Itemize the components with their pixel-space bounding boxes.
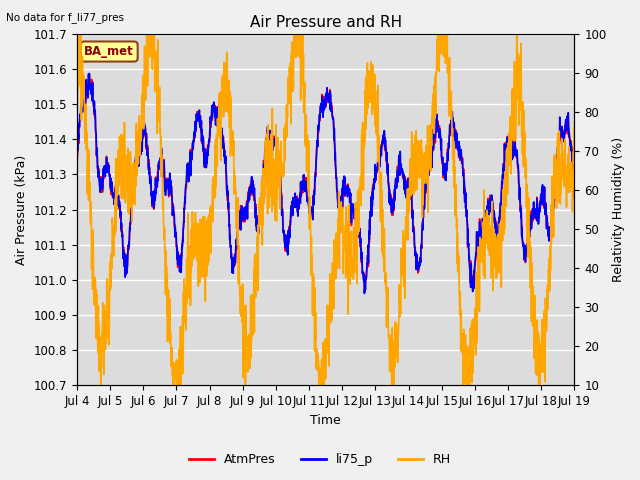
Y-axis label: Relativity Humidity (%): Relativity Humidity (%) bbox=[612, 137, 625, 282]
Y-axis label: Air Pressure (kPa): Air Pressure (kPa) bbox=[15, 155, 28, 265]
Title: Air Pressure and RH: Air Pressure and RH bbox=[250, 15, 402, 30]
X-axis label: Time: Time bbox=[310, 414, 341, 427]
Legend: AtmPres, li75_p, RH: AtmPres, li75_p, RH bbox=[184, 448, 456, 471]
Text: No data for f_li77_pres: No data for f_li77_pres bbox=[6, 12, 124, 23]
Text: BA_met: BA_met bbox=[84, 45, 134, 58]
